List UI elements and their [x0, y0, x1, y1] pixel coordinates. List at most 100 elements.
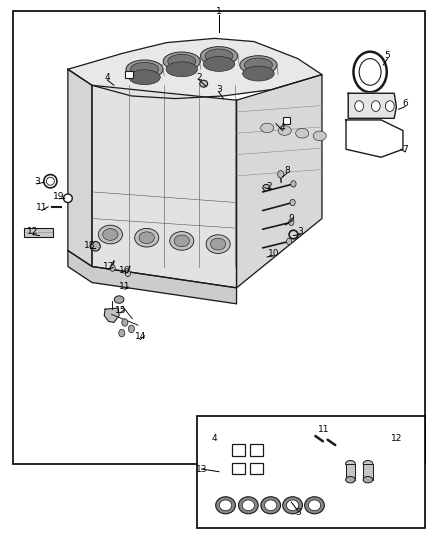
Ellipse shape [126, 60, 163, 79]
Ellipse shape [263, 184, 270, 191]
Circle shape [110, 265, 115, 271]
Ellipse shape [278, 126, 291, 135]
Text: 1: 1 [216, 7, 222, 16]
Ellipse shape [283, 497, 303, 514]
Ellipse shape [98, 225, 123, 244]
Ellipse shape [135, 228, 159, 247]
Ellipse shape [200, 80, 208, 87]
Bar [197, 416, 425, 528]
Bar [363, 464, 373, 480]
Text: 3: 3 [216, 85, 222, 94]
Ellipse shape [166, 62, 198, 77]
Ellipse shape [219, 500, 232, 511]
Polygon shape [68, 38, 322, 99]
Bar [24, 228, 53, 237]
Ellipse shape [168, 54, 196, 68]
Circle shape [122, 319, 128, 326]
Bar [250, 444, 263, 456]
Ellipse shape [210, 238, 226, 250]
Text: 3: 3 [295, 508, 301, 517]
Polygon shape [92, 85, 237, 288]
Ellipse shape [261, 497, 280, 514]
Polygon shape [237, 75, 322, 288]
Text: 4: 4 [212, 434, 217, 442]
Text: 3: 3 [297, 228, 303, 236]
Text: 11: 11 [36, 204, 47, 212]
Text: 11: 11 [119, 282, 131, 291]
Ellipse shape [346, 461, 355, 467]
Text: 15: 15 [115, 306, 126, 314]
Bar [232, 444, 245, 456]
Ellipse shape [308, 500, 321, 511]
Bar [13, 11, 425, 464]
Ellipse shape [346, 477, 355, 483]
Circle shape [385, 101, 394, 111]
Bar [232, 463, 245, 474]
Ellipse shape [91, 241, 100, 251]
Circle shape [125, 270, 131, 277]
Ellipse shape [243, 66, 274, 81]
Text: 3: 3 [34, 177, 40, 185]
Text: 12: 12 [391, 434, 402, 442]
Text: 12: 12 [27, 228, 39, 236]
Circle shape [286, 238, 292, 245]
Ellipse shape [286, 500, 299, 511]
Ellipse shape [114, 296, 124, 303]
Text: 13: 13 [196, 465, 207, 473]
Ellipse shape [139, 232, 154, 244]
Circle shape [128, 325, 134, 333]
Circle shape [119, 329, 125, 337]
Text: 17: 17 [103, 262, 114, 271]
Text: 4: 4 [105, 73, 110, 82]
Ellipse shape [129, 70, 160, 85]
Text: 18: 18 [84, 241, 95, 249]
Text: 2: 2 [267, 182, 272, 191]
Ellipse shape [131, 62, 159, 76]
Ellipse shape [170, 231, 194, 250]
Polygon shape [104, 308, 119, 322]
Polygon shape [68, 69, 92, 266]
Circle shape [278, 171, 284, 178]
Circle shape [290, 199, 295, 206]
Ellipse shape [205, 49, 233, 63]
Ellipse shape [64, 194, 72, 203]
Text: 19: 19 [53, 192, 65, 200]
Ellipse shape [363, 461, 373, 467]
Bar [250, 463, 263, 474]
Ellipse shape [313, 131, 326, 141]
Text: 10: 10 [268, 249, 279, 257]
Ellipse shape [304, 497, 324, 514]
Circle shape [355, 101, 364, 111]
Ellipse shape [242, 500, 254, 511]
Text: 7: 7 [402, 145, 408, 154]
Circle shape [291, 181, 296, 187]
Bar [346, 464, 355, 480]
Ellipse shape [244, 58, 272, 72]
Text: 11: 11 [318, 425, 330, 433]
Ellipse shape [215, 497, 236, 514]
Polygon shape [68, 251, 237, 304]
Text: 9: 9 [288, 214, 294, 223]
Text: 16: 16 [119, 266, 131, 275]
Ellipse shape [261, 123, 274, 133]
Ellipse shape [206, 235, 230, 253]
Circle shape [371, 101, 380, 111]
Ellipse shape [174, 235, 189, 247]
Ellipse shape [238, 497, 258, 514]
Text: 6: 6 [402, 100, 408, 108]
Ellipse shape [363, 477, 373, 483]
Ellipse shape [240, 56, 277, 74]
Text: 14: 14 [134, 333, 146, 341]
Ellipse shape [102, 229, 118, 240]
Ellipse shape [200, 47, 237, 65]
Text: 2: 2 [197, 73, 202, 82]
Circle shape [289, 219, 294, 225]
Bar [125, 71, 133, 78]
Text: 5: 5 [385, 52, 391, 60]
Polygon shape [348, 93, 396, 118]
Ellipse shape [163, 52, 200, 70]
Ellipse shape [203, 56, 235, 71]
Text: 8: 8 [284, 166, 290, 175]
Ellipse shape [296, 128, 309, 138]
Ellipse shape [265, 500, 277, 511]
